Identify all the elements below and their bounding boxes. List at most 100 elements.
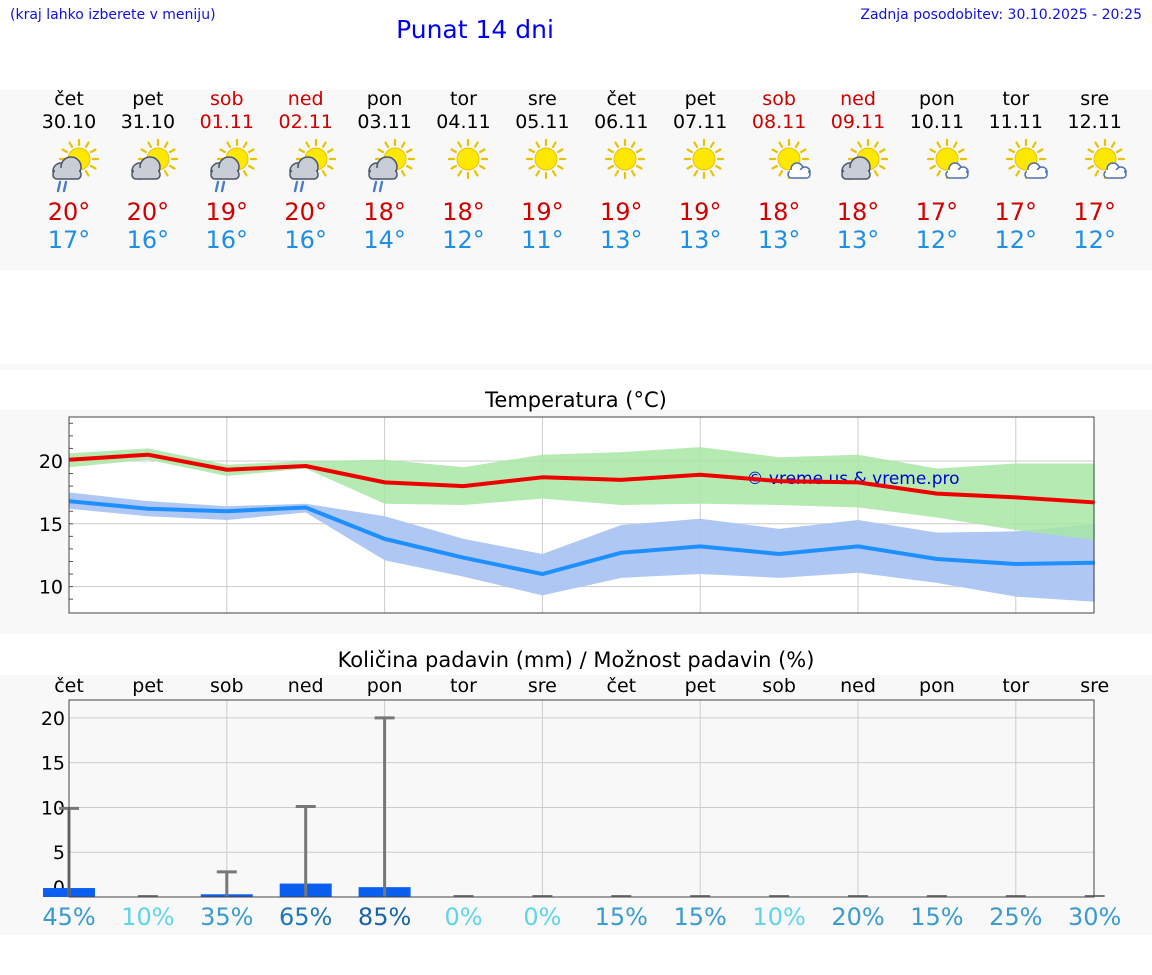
min-temp-point	[226, 510, 228, 512]
precip-chance-label: 85%	[357, 903, 412, 931]
forecast-day-name: tor	[1002, 88, 1030, 110]
forecast-day-date: 09.11	[830, 111, 886, 133]
forecast-day-name: čet	[54, 88, 84, 110]
divider-band	[0, 364, 1152, 370]
min-temp-point	[936, 558, 938, 560]
temperature-chart-title: Temperatura (°C)	[485, 388, 667, 412]
min-temp-point	[305, 506, 307, 508]
precip-chance-label: 15%	[673, 903, 727, 931]
forecast-day-date: 04.11	[436, 111, 491, 133]
forecast-min-temp: 12°	[915, 226, 959, 254]
forecast-day-date: 31.10	[120, 111, 176, 133]
forecast-day-date: 12.11	[1067, 111, 1122, 133]
page-title: Punat 14 dni	[396, 15, 554, 44]
min-temp-range-band	[69, 492, 1095, 602]
forecast-min-temp: 11°	[521, 226, 564, 254]
precip-day-label: čet	[606, 675, 637, 697]
forecast-max-temp: 18°	[757, 198, 801, 226]
min-temp-point	[463, 557, 464, 559]
max-temp-point	[620, 479, 622, 481]
forecast-day-date: 02.11	[278, 111, 333, 133]
precip-chance-label: 15%	[594, 903, 648, 931]
y-tick-label: 15	[39, 514, 63, 536]
precip-chance-label: 10%	[752, 903, 806, 931]
min-temp-point	[857, 545, 859, 547]
min-temp-point	[541, 573, 543, 575]
precip-day-label: sob	[762, 675, 796, 697]
min-temp-point	[620, 552, 622, 554]
sun-small-cloud-icon	[768, 138, 811, 180]
forecast-day-name: ned	[287, 88, 324, 110]
sun-small-cloud-icon	[1005, 138, 1048, 180]
precip-chance-label: 45%	[42, 903, 96, 931]
forecast-min-temp: 13°	[757, 226, 801, 254]
precip-day-label: čet	[54, 675, 84, 697]
forecast-max-temp: 19°	[205, 198, 249, 226]
forecast-day-name: ned	[840, 88, 876, 110]
max-temp-point	[936, 493, 938, 495]
precip-chance-label: 30%	[1068, 903, 1122, 931]
max-temp-point	[305, 465, 307, 467]
forecast-min-temp: 13°	[678, 226, 722, 254]
forecast-max-temp: 19°	[678, 198, 722, 226]
precip-day-label: pet	[132, 675, 164, 697]
forecast-panel	[0, 90, 1152, 270]
forecast-max-temp: 17°	[1073, 198, 1116, 226]
precip-day-label: sob	[210, 675, 244, 697]
forecast-max-temp: 18°	[442, 198, 485, 226]
forecast-day-date: 10.11	[909, 111, 965, 133]
y-tick-label: 10	[41, 797, 65, 819]
max-temp-line	[68, 452, 1095, 505]
forecast-day-name: pon	[919, 88, 955, 110]
location-hint[interactable]: (kraj lahko izberete v meniju)	[10, 7, 216, 23]
sun-cloud-icon	[841, 138, 889, 180]
precip-day-label: sre	[1080, 675, 1110, 697]
forecast-max-temp: 20°	[126, 198, 170, 226]
forecast-day-name: tor	[450, 88, 477, 110]
forecast-day-name: čet	[606, 88, 637, 110]
sun-cloud-rain-icon	[52, 138, 100, 193]
precip-chance-label: 10%	[121, 903, 175, 931]
precip-day-label: ned	[287, 675, 324, 697]
y-tick-label: 20	[41, 708, 65, 730]
precip-day-label: tor	[450, 675, 477, 697]
y-tick-label: 20	[39, 451, 63, 473]
forecast-min-temp: 16°	[284, 226, 327, 254]
precip-day-label: sre	[527, 675, 557, 697]
min-temp-point	[778, 553, 780, 555]
max-temp-point	[463, 485, 464, 487]
forecast-day-date: 30.10	[41, 111, 97, 133]
sun-icon	[684, 138, 725, 180]
precip-chance-label: 0%	[523, 903, 562, 931]
last-updated: Zadnja posodobitev: 30.10.2025 - 20:25	[860, 7, 1142, 23]
plot-border	[68, 699, 1095, 898]
forecast-min-temp: 16°	[205, 226, 249, 254]
sun-cloud-icon	[131, 138, 178, 180]
y-tick-label: 5	[53, 842, 65, 864]
forecast-day-name: sre	[527, 88, 557, 110]
plot-border	[68, 416, 1095, 614]
forecast-max-temp: 19°	[600, 198, 643, 226]
precip-day-label: pet	[684, 675, 716, 697]
y-tick-label: 10	[39, 577, 63, 599]
precip-chance-label: 25%	[989, 903, 1043, 931]
forecast-day-date: 01.11	[199, 111, 254, 133]
forecast-min-temp: 12°	[994, 226, 1038, 254]
precip-chance-label: 35%	[200, 903, 254, 931]
forecast-day-name: pet	[684, 88, 716, 110]
precip-chance-label: 65%	[279, 903, 333, 931]
min-temp-point	[699, 545, 701, 547]
sun-cloud-rain-icon	[210, 138, 257, 193]
forecast-day-name: sob	[210, 88, 244, 110]
forecast-min-temp: 12°	[442, 226, 485, 254]
forecast-day-name: pet	[132, 88, 164, 110]
sun-small-cloud-icon	[1084, 138, 1127, 180]
min-temp-point	[1015, 563, 1017, 565]
plot-area	[69, 700, 1094, 897]
forecast-min-temp: 13°	[600, 226, 643, 254]
forecast-max-temp: 20°	[284, 198, 327, 226]
precip-day-label: ned	[840, 675, 876, 697]
precipitation-chart-title: Količina padavin (mm) / Možnost padavin …	[337, 648, 815, 672]
forecast-day-date: 11.11	[988, 111, 1043, 133]
